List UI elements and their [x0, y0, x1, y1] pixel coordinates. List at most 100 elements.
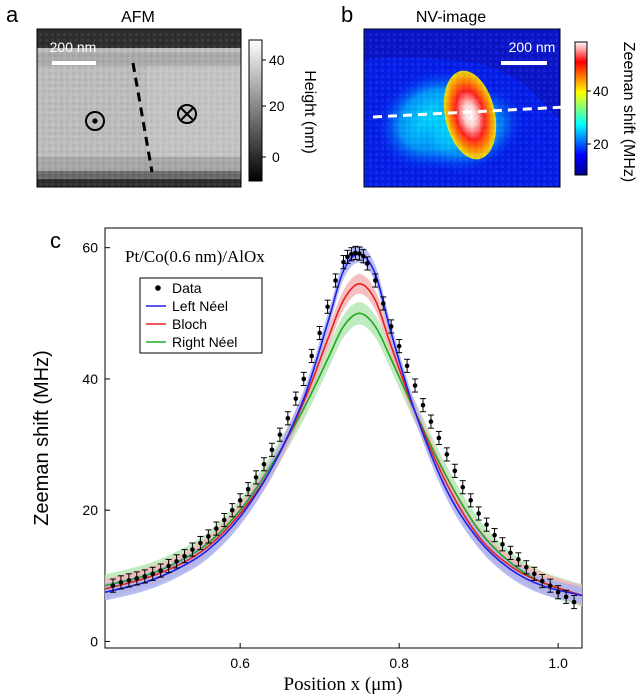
- data-point: [269, 447, 275, 453]
- data-point: [396, 343, 402, 349]
- nv-title: NV-image: [416, 9, 486, 26]
- legend-label: Right Néel: [172, 334, 237, 350]
- data-point: [571, 599, 577, 605]
- afm-colorbar-label: Height (nm): [301, 70, 318, 154]
- magnetization-in-icon: [177, 104, 197, 124]
- data-point: [353, 250, 358, 256]
- sample-annotation: Pt/Co(0.6 nm)/AlOx: [125, 247, 265, 266]
- data-point: [492, 532, 497, 538]
- afm-colorbar-tick: 0: [272, 149, 280, 165]
- curve-left-neel: [105, 253, 582, 597]
- data-point: [261, 461, 267, 467]
- data-point: [412, 383, 418, 388]
- afm-domain-wall-line: [131, 62, 154, 173]
- data-point: [206, 534, 211, 539]
- afm-scalebar-label: 200 nm: [50, 39, 97, 55]
- afm-colorbar: 40 20 0 Height (nm): [248, 39, 318, 182]
- data-point: [357, 251, 362, 256]
- data-point: [555, 589, 561, 595]
- data-point: [285, 416, 291, 421]
- legend-entry-left-neel: Left Néel: [146, 298, 228, 314]
- data-points: [109, 245, 578, 610]
- nv-colorbar: 40 20 Zeeman shift (MHz): [574, 41, 637, 182]
- data-point: [182, 553, 187, 559]
- data-point: [380, 301, 386, 306]
- data-point: [134, 576, 140, 581]
- curve-right-neel: [105, 312, 582, 597]
- data-point: [150, 571, 155, 577]
- band-left-neel: [105, 245, 582, 605]
- nv-colorbar-label: Zeeman shift (MHz): [620, 42, 637, 182]
- data-point: [110, 583, 116, 588]
- nv-colorbar-tick: 40: [593, 83, 609, 99]
- data-point: [373, 278, 378, 283]
- afm-image: 200 nm: [36, 28, 242, 188]
- data-point: [317, 330, 322, 336]
- data-point: [563, 594, 569, 600]
- data-point: [508, 550, 513, 556]
- panel-b: b NV-image 200 nm 40 20 Zeeman shift (MH…: [341, 2, 637, 188]
- x-tick-label: 1.0: [548, 655, 568, 671]
- data-point: [221, 517, 227, 523]
- data-point: [500, 542, 505, 547]
- data-point: [404, 363, 410, 369]
- data-point: [301, 376, 307, 382]
- nv-image: 200 nm: [363, 28, 567, 188]
- data-point: [468, 498, 474, 503]
- y-tick-label: 0: [90, 633, 98, 649]
- legend: Data Left Néel Bloch Right Néel: [139, 277, 263, 354]
- data-point: [345, 254, 350, 260]
- data-point: [349, 251, 354, 257]
- y-tick-label: 20: [82, 502, 98, 518]
- legend-marker-data: [155, 285, 161, 291]
- data-point: [142, 574, 148, 579]
- afm-title: AFM: [121, 9, 155, 26]
- panel-c: c 0.6 0.8 1.0 0 20 40 60 Pt/Co(0.6 nm)/AlOx P…: [31, 227, 583, 695]
- legend-box: [139, 277, 263, 354]
- legend-entry-data: Data: [155, 280, 202, 296]
- y-axis-label: Zeeman shift (MHz): [31, 350, 53, 526]
- x-axis-label: Position x (μm): [284, 674, 403, 695]
- data-point: [539, 578, 545, 584]
- y-axis-ticks: 0 20 40 60: [82, 240, 110, 649]
- data-point: [547, 583, 553, 588]
- curve-bloch: [105, 282, 582, 597]
- panel-a: a AFM 200 nm: [6, 2, 318, 188]
- data-point: [190, 547, 195, 552]
- data-point: [158, 568, 163, 573]
- data-point: [277, 432, 283, 438]
- data-point: [333, 278, 338, 283]
- data-point: [484, 522, 489, 527]
- panel-a-letter: a: [6, 2, 19, 27]
- data-point: [214, 526, 219, 531]
- data-point: [118, 580, 124, 585]
- data-point: [325, 304, 330, 310]
- x-axis-ticks: 0.6 0.8 1.0: [230, 643, 568, 671]
- data-point: [428, 419, 434, 424]
- data-point: [237, 498, 243, 503]
- x-tick-label: 0.6: [230, 655, 250, 671]
- data-point: [444, 452, 450, 457]
- data-point: [476, 511, 481, 516]
- data-point: [388, 324, 394, 329]
- data-point: [524, 564, 529, 570]
- nv-scalebar: [501, 61, 547, 65]
- legend-label: Data: [172, 280, 202, 296]
- data-point: [365, 261, 370, 266]
- y-tick-label: 60: [82, 240, 98, 256]
- data-point: [174, 559, 179, 564]
- data-point: [245, 486, 251, 492]
- legend-entry-right-neel: Right Néel: [146, 334, 237, 350]
- model-curves: [105, 253, 582, 597]
- panel-b-letter: b: [341, 2, 353, 27]
- afm-colorbar-tick: 40: [269, 52, 285, 68]
- data-point: [198, 540, 203, 546]
- data-point: [361, 253, 366, 259]
- y-tick-label: 40: [82, 371, 98, 387]
- data-point: [420, 402, 426, 408]
- legend-label: Bloch: [172, 316, 207, 332]
- legend-label: Left Néel: [172, 298, 228, 314]
- magnetization-out-icon: [85, 111, 105, 131]
- data-point: [309, 353, 315, 359]
